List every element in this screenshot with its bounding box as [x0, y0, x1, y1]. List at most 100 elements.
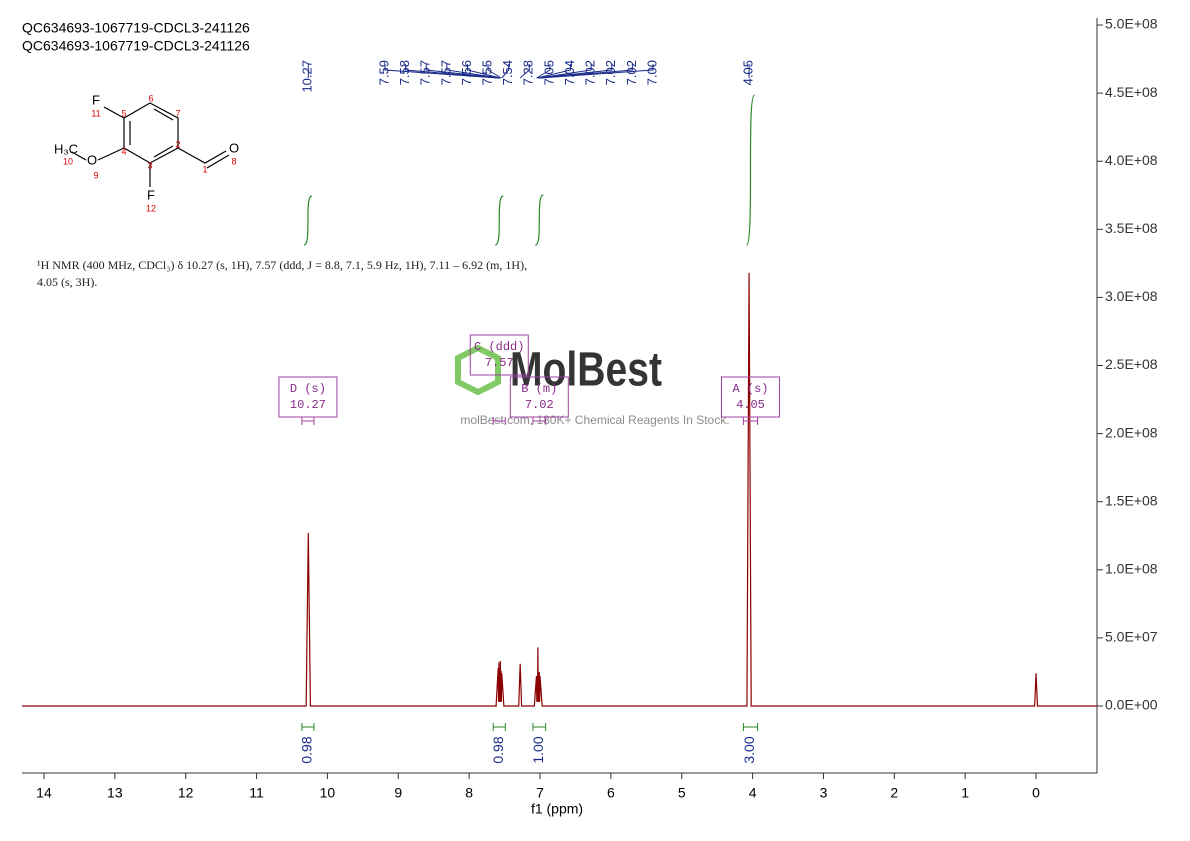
peak-label: 7.57 [418, 60, 433, 85]
multiplet-name: B (m) [521, 382, 557, 396]
multiplet-box [509, 376, 569, 418]
atom: F [92, 92, 100, 107]
atom-number: 2 [175, 139, 180, 149]
multiplet-shift: 7.02 [525, 398, 554, 412]
peak-leader [538, 64, 613, 79]
atom-number: 5 [121, 108, 126, 118]
peak-label: 7.28 [521, 60, 536, 85]
atom-number: 4 [121, 146, 126, 156]
peak-leader [466, 64, 501, 79]
atom-number: 11 [91, 108, 100, 118]
multiplet-name: C (ddd) [474, 340, 524, 354]
x-tick-label: 3 [820, 785, 828, 801]
x-tick-label: 6 [607, 785, 615, 801]
peak-leader [519, 64, 530, 79]
x-tick-label: 7 [536, 785, 544, 801]
peak-label: 4.05 [740, 60, 755, 85]
integral-curve [303, 195, 313, 246]
integral-curve [534, 194, 544, 246]
integral-label: 3.00 [741, 736, 757, 763]
y-tick-label: 3.0E+08 [1105, 288, 1158, 304]
atom-number: 1 [202, 164, 207, 174]
peak-label: 7.57 [438, 60, 453, 85]
atom-number: 12 [146, 203, 156, 213]
multiplet-shift: 4.05 [736, 398, 765, 412]
x-tick-label: 9 [394, 785, 402, 801]
x-tick-label: 4 [749, 785, 757, 801]
watermark-brand: MolBest [510, 344, 662, 397]
y-tick-label: 4.0E+08 [1105, 152, 1158, 168]
peak-leader [539, 64, 654, 79]
integral-label: 0.98 [299, 736, 315, 763]
atom: O [87, 152, 97, 167]
y-tick-label: 2.0E+08 [1105, 424, 1158, 440]
peak-label: 7.58 [397, 60, 412, 85]
peak-leader [446, 64, 500, 79]
peak-leader [501, 64, 510, 79]
peak-label: 10.27 [300, 60, 315, 93]
peak-label: 7.05 [541, 60, 556, 85]
integral-label: 1.00 [530, 736, 546, 763]
peak-label: 7.54 [500, 60, 515, 85]
x-tick-label: 11 [249, 785, 264, 801]
y-tick-label: 5.0E+07 [1105, 629, 1158, 645]
peak-leader [487, 64, 502, 79]
nmr-description: 4.05 (s, 3H). [37, 275, 97, 289]
x-tick-label: 10 [320, 785, 336, 801]
peak-leader [384, 64, 499, 79]
spectrum-line [22, 272, 1097, 707]
y-tick-label: 3.5E+08 [1105, 220, 1158, 236]
multiplet-shift: 7.57 [485, 356, 514, 370]
multiplet-bracket [742, 417, 759, 425]
x-tick-label: 1 [961, 785, 969, 801]
y-tick-label: 1.0E+08 [1105, 561, 1158, 577]
x-tick-label: 5 [678, 785, 686, 801]
y-tick-label: 4.5E+08 [1105, 84, 1158, 100]
integral-bracket [742, 723, 759, 731]
structure [71, 102, 230, 187]
atom-number: 3 [147, 160, 152, 170]
multiplet-box [469, 334, 529, 376]
peak-leader [538, 64, 633, 79]
atom: F [147, 187, 155, 202]
atom-number: 7 [175, 108, 180, 118]
multiplet-box [278, 376, 338, 418]
multiplet-bracket [492, 417, 506, 425]
atom: H₃C [54, 141, 78, 156]
watermark: MolBest molBest.com, 180K+ Chemical Reag… [455, 344, 730, 427]
nmr-description: ¹H NMR (400 MHz, CDCl₃) δ 10.27 (s, 1H),… [37, 258, 527, 272]
y-tick-label: 5.0E+08 [1105, 16, 1158, 32]
integral-curve [494, 195, 504, 246]
peak-leader [425, 64, 500, 79]
sample-id: QC634693-1067719-CDCL3-241126 [22, 38, 250, 54]
x-tick-label: 8 [465, 785, 473, 801]
x-tick-label: 13 [107, 785, 123, 801]
peak-leader [538, 64, 592, 79]
peak-label: 7.55 [480, 60, 495, 85]
y-tick-label: 2.5E+08 [1105, 356, 1158, 372]
multiplet-shift: 10.27 [290, 398, 326, 412]
multiplet-box [720, 376, 780, 418]
peak-label: 7.59 [376, 60, 391, 85]
y-tick-label: 1.5E+08 [1105, 492, 1158, 508]
atom-number: 8 [231, 156, 236, 166]
multiplet-bracket [532, 417, 547, 425]
multiplet-name: D (s) [290, 382, 326, 396]
x-tick-label: 2 [890, 785, 898, 801]
atom: O [229, 140, 239, 155]
bonds [71, 102, 230, 187]
peak-leader [536, 64, 551, 79]
peak-label: 7.02 [624, 60, 639, 85]
peak-leader [405, 64, 499, 79]
peak-leader [537, 64, 572, 79]
atom-number: 6 [148, 93, 153, 103]
sample-id: QC634693-1067719-CDCL3-241126 [22, 20, 250, 36]
peak-label: 7.04 [562, 60, 577, 85]
watermark-tagline: molBest.com, 180K+ Chemical Reagents In … [460, 413, 729, 427]
peak-label: 7.56 [459, 60, 474, 85]
integral-curve [745, 94, 756, 246]
x-axis-label: f1 (ppm) [531, 801, 583, 817]
integral-label: 0.98 [490, 736, 506, 763]
integral-bracket [492, 723, 506, 731]
